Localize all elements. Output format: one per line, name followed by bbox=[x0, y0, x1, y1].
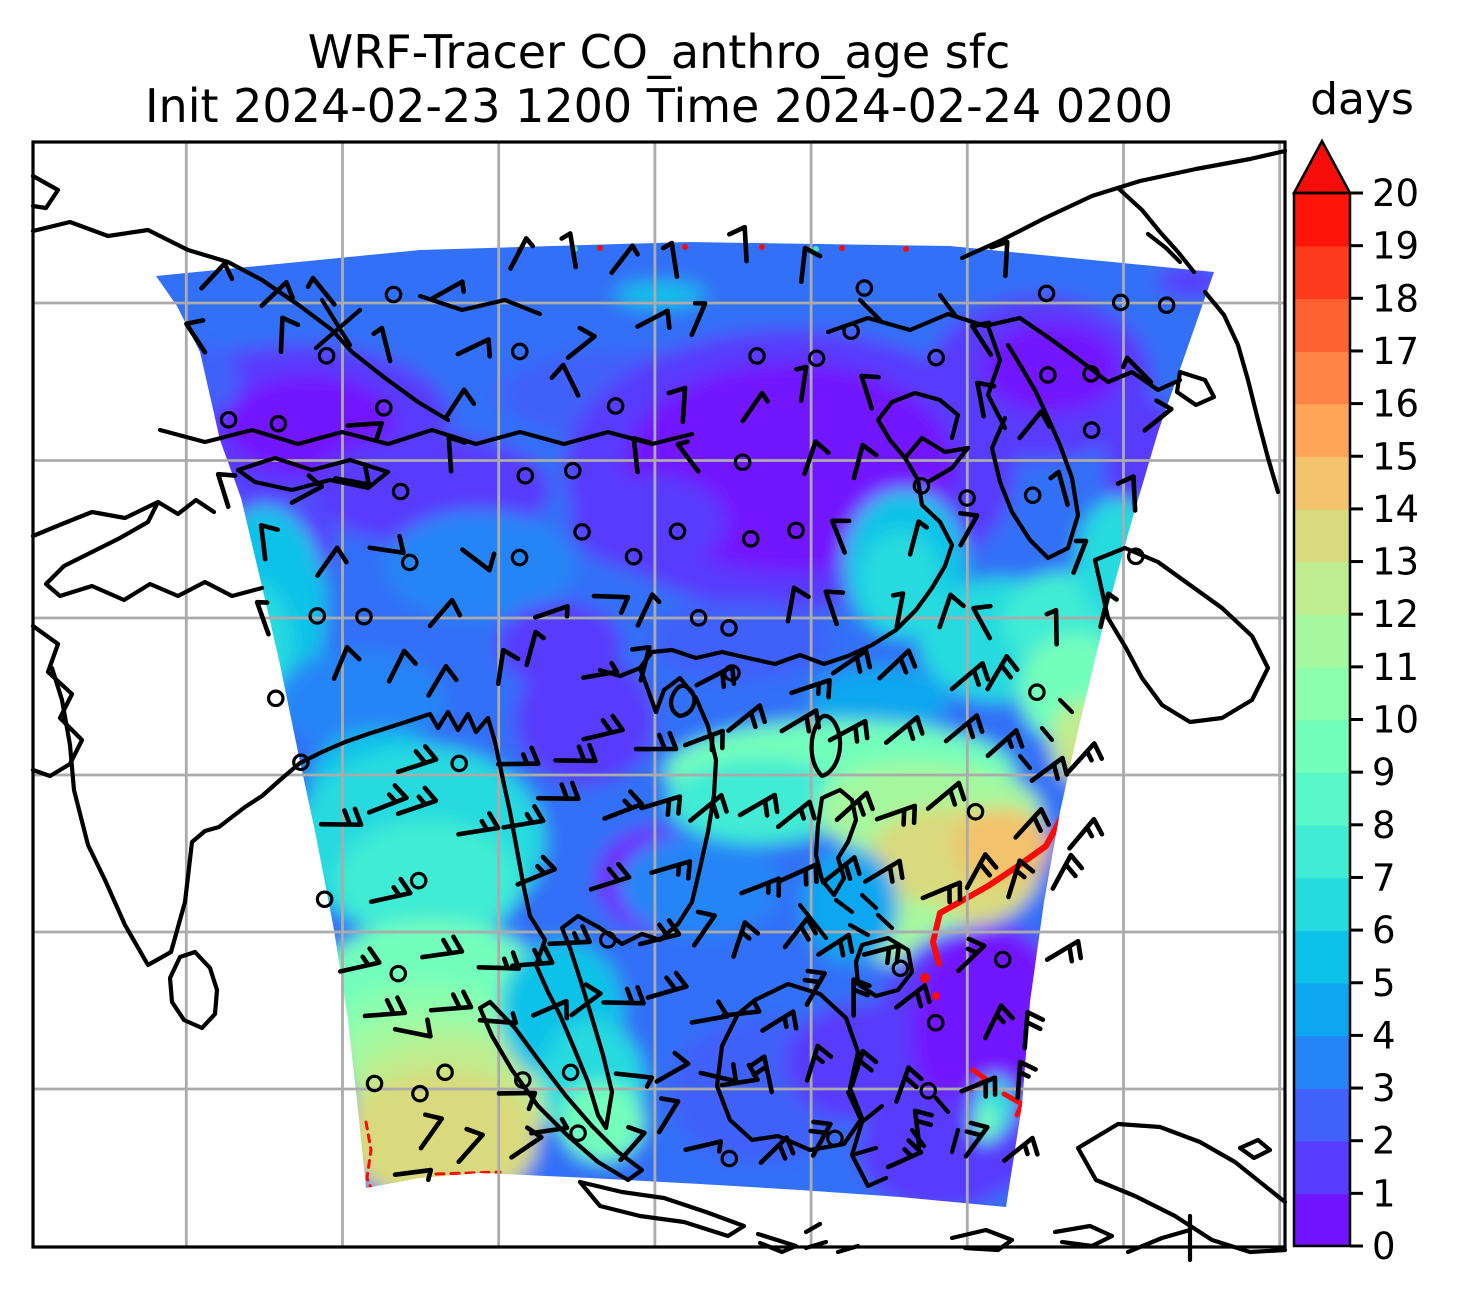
colorbar-tick-label: 11 bbox=[1372, 646, 1419, 689]
colorbar-tick-label: 0 bbox=[1372, 1225, 1396, 1268]
colorbar-tick-label: 6 bbox=[1372, 909, 1396, 952]
calm-circle-layer bbox=[219, 279, 1176, 1168]
colorbar-segment bbox=[1294, 930, 1350, 984]
colorbar-tick-label: 1 bbox=[1372, 1172, 1396, 1215]
colorbar-segment bbox=[1294, 350, 1350, 405]
colorbar-segment bbox=[1294, 1140, 1350, 1195]
colorbar-segment bbox=[1294, 614, 1350, 668]
colorbar-tick-label: 8 bbox=[1372, 804, 1396, 847]
colorbar-segment bbox=[1294, 245, 1350, 300]
colorbar-segment bbox=[1294, 824, 1350, 879]
colorbar-tick-label: 17 bbox=[1372, 330, 1419, 373]
colorbar-segment bbox=[1294, 1193, 1350, 1247]
colorbar-segment bbox=[1294, 1088, 1350, 1142]
colorbar-tick-label: 13 bbox=[1372, 541, 1419, 584]
colorbar-units-label: days bbox=[1310, 74, 1414, 125]
colorbar-segment bbox=[1294, 561, 1350, 615]
gridline-layer bbox=[33, 142, 1285, 1247]
colorbar-tick-label: 15 bbox=[1372, 435, 1419, 478]
colorbar-tick-label: 10 bbox=[1372, 699, 1419, 742]
colorbar-segment bbox=[1294, 403, 1350, 458]
colorbar-segment bbox=[1294, 508, 1350, 563]
colorbar-tick-label: 18 bbox=[1372, 277, 1419, 320]
map-frame-layer bbox=[31, 140, 1287, 1249]
colorbar-segment bbox=[1294, 877, 1350, 931]
colorbar-segment bbox=[1294, 772, 1350, 826]
colorbar-tick-label: 9 bbox=[1372, 751, 1396, 794]
plot-title-line2: Init 2024-02-23 1200 Time 2024-02-24 020… bbox=[145, 79, 1173, 133]
colorbar-segment bbox=[1294, 719, 1350, 773]
colorbar-segment bbox=[1294, 982, 1350, 1037]
colorbar-tick-label: 12 bbox=[1372, 593, 1419, 636]
colorbar-tick-label: 7 bbox=[1372, 856, 1396, 899]
colorbar-tick-label: 20 bbox=[1372, 172, 1419, 215]
colorbar-tick-label: 3 bbox=[1372, 1067, 1396, 1110]
plot-title-line1: WRF-Tracer CO_anthro_age sfc bbox=[308, 25, 1011, 79]
colorbar-tick-label: 19 bbox=[1372, 225, 1419, 268]
colorbar-tick-label: 14 bbox=[1372, 488, 1419, 531]
wind-barb-layer bbox=[184, 224, 1174, 1183]
colorbar-tick-label: 4 bbox=[1372, 1014, 1396, 1057]
colorbar-segment bbox=[1294, 193, 1350, 247]
colorbar-tick-label: 2 bbox=[1372, 1120, 1396, 1163]
colorbar-segment bbox=[1294, 1035, 1350, 1089]
colorbar-tick-label: 5 bbox=[1372, 962, 1396, 1005]
colorbar-segment bbox=[1294, 298, 1350, 352]
colorbar-segment bbox=[1294, 456, 1350, 510]
colorbar-tick-label: 16 bbox=[1372, 383, 1419, 426]
colorbar-segment bbox=[1294, 666, 1350, 721]
